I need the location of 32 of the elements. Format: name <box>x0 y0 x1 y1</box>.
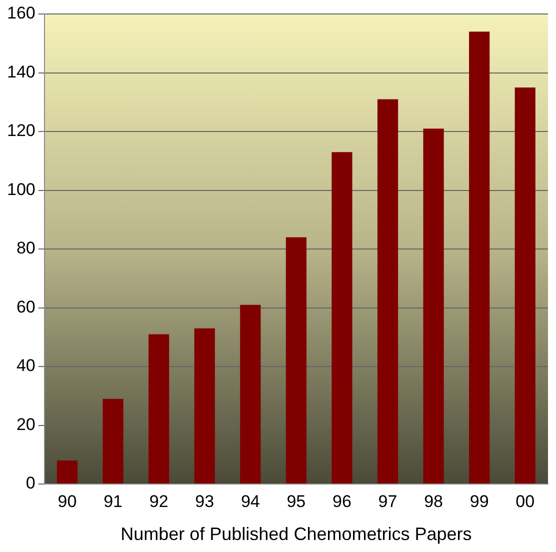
bar <box>102 398 124 484</box>
y-tick-label: 160 <box>6 4 36 23</box>
bar <box>423 128 444 484</box>
x-tick-label: 91 <box>104 492 122 511</box>
x-tick-label: 00 <box>516 492 535 511</box>
x-tick-label: 95 <box>286 492 306 511</box>
x-axis-title: Number of Published Chemometrics Papers <box>120 524 472 544</box>
y-tick-label: 0 <box>26 474 36 493</box>
bar <box>286 237 306 484</box>
x-tick-label: 99 <box>470 492 489 511</box>
y-tick-label: 60 <box>16 297 36 316</box>
y-tick-label: 120 <box>6 121 36 140</box>
x-tick-label: 98 <box>424 492 443 511</box>
x-tick-label: 97 <box>378 492 398 511</box>
bar <box>514 87 536 484</box>
bar <box>240 304 261 484</box>
bar <box>148 334 170 484</box>
y-tick-label: 40 <box>16 356 36 376</box>
bar <box>469 32 490 484</box>
x-tick-label: 94 <box>240 492 260 511</box>
y-tick-label: 140 <box>6 62 36 82</box>
x-tick-label: 93 <box>195 492 214 511</box>
bar <box>377 99 398 484</box>
y-tick-label: 100 <box>6 180 36 199</box>
x-tick-label: 92 <box>149 492 168 511</box>
y-tick-label: 80 <box>16 238 36 258</box>
bar <box>194 328 215 484</box>
bar <box>332 152 352 484</box>
x-tick-label: 96 <box>332 492 352 511</box>
y-tick-label: 20 <box>16 414 36 434</box>
bar <box>56 460 78 484</box>
x-tick-label: 90 <box>58 492 77 511</box>
